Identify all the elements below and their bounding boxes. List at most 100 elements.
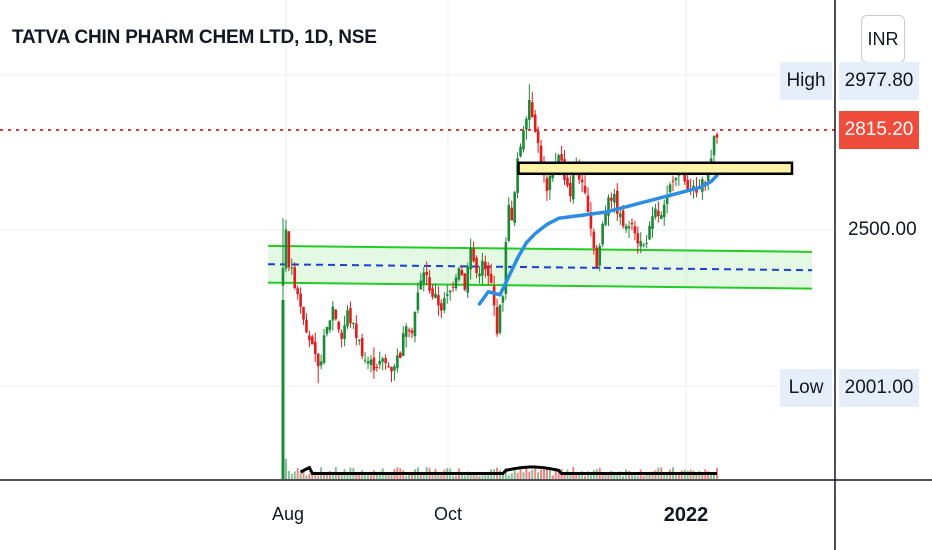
candle-body <box>545 178 549 191</box>
candle-body <box>466 266 470 293</box>
candle-body <box>384 358 387 364</box>
candle-body <box>401 333 405 357</box>
candle-body <box>334 309 338 320</box>
volume-bar <box>651 471 654 479</box>
volume-bar <box>551 475 554 479</box>
volume-bar <box>636 475 639 479</box>
candle-body <box>328 320 332 330</box>
high-value: 2977.80 <box>839 62 919 100</box>
x-tick-oct: Oct <box>433 504 463 524</box>
candle-body <box>440 303 443 311</box>
candle-body <box>633 226 637 234</box>
candle-body <box>522 130 525 150</box>
volume-bar <box>364 473 367 479</box>
volume-bar <box>472 473 475 479</box>
candle-body <box>583 185 587 193</box>
volume-bar <box>586 471 589 479</box>
volume-bar <box>411 472 414 479</box>
candle-body <box>302 306 305 320</box>
volume-bar <box>569 472 572 479</box>
candle-body <box>501 296 505 303</box>
volume-bar <box>284 459 287 479</box>
candle-body <box>607 197 610 216</box>
candle-body <box>624 225 628 230</box>
candle-body <box>492 286 496 306</box>
volume-bar <box>367 475 370 479</box>
candle-body <box>615 190 619 214</box>
candle-body <box>340 332 343 339</box>
candle-body <box>372 357 376 371</box>
candle-body <box>557 155 560 164</box>
volume-bar <box>677 474 680 479</box>
volume-bar <box>701 472 704 479</box>
volume-bar <box>481 475 484 479</box>
candle-body <box>319 361 323 366</box>
volume-bar <box>431 471 434 479</box>
candle-body <box>604 212 607 225</box>
volume-bar <box>325 474 328 479</box>
candle-body <box>642 244 645 246</box>
candle-body <box>569 182 572 197</box>
candle-body <box>601 223 604 245</box>
candle-body <box>639 241 643 247</box>
volume-bar <box>340 473 343 479</box>
candle-body <box>610 197 613 201</box>
candle-body <box>475 257 478 273</box>
volume-bar <box>589 472 592 479</box>
candle-body <box>398 352 402 358</box>
candle-body <box>431 288 434 297</box>
candle-body <box>525 118 528 130</box>
candle-body <box>589 212 593 229</box>
low-value: 2001.00 <box>839 369 919 407</box>
candle-body <box>621 210 625 227</box>
candle-body <box>516 158 519 193</box>
candle-body <box>290 267 294 269</box>
candle-body <box>425 271 428 276</box>
currency-button[interactable]: INR <box>861 15 905 63</box>
candle-body <box>712 136 716 156</box>
candle-body <box>510 207 514 221</box>
candle-body <box>504 242 508 294</box>
volume-bar <box>455 475 458 479</box>
support-zone-lower <box>267 281 813 290</box>
candle-body <box>396 355 399 369</box>
volume-bar <box>378 471 381 479</box>
volume-bar <box>437 473 440 479</box>
candle-body <box>363 359 367 361</box>
volume-bar <box>308 473 311 479</box>
volume-bar <box>302 468 305 479</box>
volume-bar <box>601 472 604 479</box>
candle-body <box>498 304 502 333</box>
volume-bar <box>358 472 361 479</box>
volume-bar <box>475 474 478 479</box>
volume-bar <box>537 472 540 479</box>
volume-bar <box>507 475 510 479</box>
candle-body <box>484 261 487 270</box>
candle-body <box>613 193 616 203</box>
volume-bar <box>290 473 293 479</box>
candle-body <box>715 134 719 138</box>
candle-body <box>313 341 317 355</box>
volume-bar <box>531 469 534 479</box>
candle-body <box>454 277 458 289</box>
candle-body <box>451 286 455 288</box>
volume-bar <box>666 474 669 479</box>
candle-body <box>630 222 634 225</box>
candle-body <box>369 359 373 365</box>
candle-body <box>366 361 370 364</box>
candle-body <box>428 277 431 291</box>
candle-body <box>357 339 361 341</box>
volume-bar <box>663 472 666 479</box>
chart-title: TATVA CHIN PHARM CHEM LTD, 1D, NSE <box>12 27 377 48</box>
high-label: High <box>780 62 832 100</box>
volume-bar <box>575 474 578 479</box>
chart-grid <box>0 0 835 480</box>
candle-body <box>460 270 464 276</box>
volume-bar <box>387 473 390 479</box>
volume-bar <box>296 468 299 479</box>
volume-bar <box>408 472 411 479</box>
volume-bars <box>282 347 718 479</box>
candle-body <box>657 210 660 217</box>
candle-body <box>437 295 440 306</box>
